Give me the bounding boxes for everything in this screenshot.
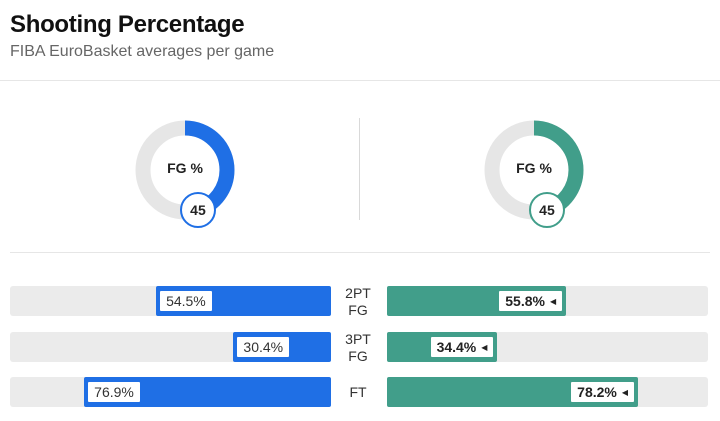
value-text-right-ft: 78.2% (577, 384, 617, 400)
row-label-3pt-line2: FG (348, 348, 368, 364)
row-label-2pt: 2PT FG (331, 285, 385, 319)
row-label-3pt: 3PT FG (331, 331, 385, 365)
bar-right-ft: 78.2% ◀ (387, 377, 708, 407)
bar-fill-right-2pt: 55.8% ◀ (387, 286, 567, 316)
value-text-right-3pt: 34.4% (436, 339, 477, 355)
value-label-right-2pt: 55.8% ◀ (497, 289, 565, 313)
row-label-ft-line1: FT (349, 384, 367, 400)
bar-right-3pt: 34.4% ◀ (387, 332, 708, 362)
value-label-left-2pt: 54.5% (158, 289, 214, 313)
row-label-3pt-line1: 3PT (345, 331, 371, 347)
fg-value-badge-right: 45 (528, 191, 565, 228)
value-text-right-2pt: 55.8% (505, 293, 545, 309)
value-label-right-3pt: 34.4% ◀ (428, 335, 496, 359)
caret-left-icon: ◀ (549, 296, 557, 306)
row-label-2pt-line1: 2PT (345, 285, 371, 301)
fg-label-right: FG % (516, 160, 552, 176)
header-divider (0, 80, 720, 81)
caret-left-icon: ◀ (481, 342, 488, 352)
caret-left-icon: ◀ (621, 387, 629, 397)
fg-donut-left: FG % 45 (133, 118, 237, 228)
bar-fill-right-3pt: 34.4% ◀ (387, 332, 498, 362)
header: Shooting Percentage FIBA EuroBasket aver… (10, 10, 710, 80)
bar-right-2pt: 55.8% ◀ (387, 286, 708, 316)
row-label-ft: FT (331, 384, 385, 401)
bar-fill-left-3pt: 30.4% (233, 332, 331, 362)
chart-title: Shooting Percentage (10, 11, 245, 38)
donut-arc-left (135, 120, 235, 220)
value-label-right-ft: 78.2% ◀ (569, 380, 637, 404)
team-separator (359, 118, 360, 220)
fg-donut-right: FG % 45 (482, 118, 586, 228)
section-divider (10, 252, 710, 253)
fg-label-left: FG % (167, 160, 203, 176)
bar-fill-left-ft: 76.9% (84, 377, 331, 407)
value-label-left-ft: 76.9% (86, 380, 142, 404)
row-label-2pt-line2: FG (348, 302, 368, 318)
bar-left-2pt: 54.5% (10, 286, 331, 316)
donut-arc-right (484, 120, 584, 220)
chart-subtitle: FIBA EuroBasket averages per game (10, 43, 275, 60)
bar-fill-right-ft: 78.2% ◀ (387, 377, 639, 407)
bar-left-ft: 76.9% (10, 377, 331, 407)
bar-left-3pt: 30.4% (10, 332, 331, 362)
fg-value-badge-left: 45 (179, 191, 216, 228)
value-label-left-3pt: 30.4% (235, 335, 292, 359)
bar-fill-left-2pt: 54.5% (156, 286, 331, 316)
